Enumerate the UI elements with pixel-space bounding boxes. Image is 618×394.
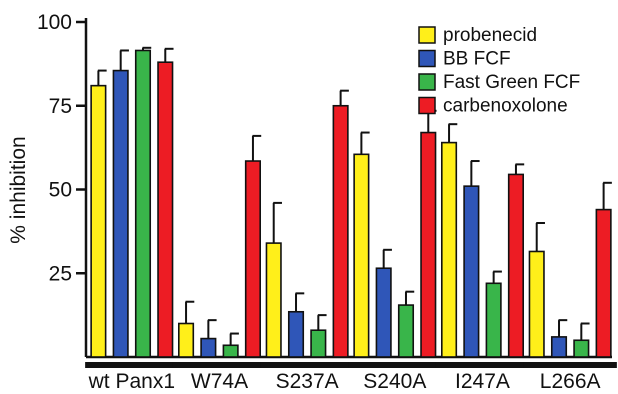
bar <box>440 141 458 358</box>
category-label: W74A <box>191 370 248 393</box>
bar <box>463 185 480 358</box>
group-underline <box>435 362 530 368</box>
bar <box>112 69 129 358</box>
bar <box>90 84 107 358</box>
bars <box>90 46 612 358</box>
bar <box>375 267 392 358</box>
bar <box>222 344 239 358</box>
bar <box>287 310 305 358</box>
group-underline <box>523 362 617 368</box>
bar <box>200 337 217 358</box>
bar <box>244 160 261 358</box>
bar <box>134 49 152 358</box>
category-label: wt Panx1 <box>88 370 175 393</box>
legend-label: Fast Green FCF <box>443 72 580 93</box>
y-tick-label: 75 <box>49 95 72 118</box>
bar <box>528 250 545 358</box>
bar <box>485 282 502 358</box>
bar <box>595 208 612 358</box>
bar <box>310 329 327 358</box>
category-label: I247A <box>455 370 510 393</box>
axes: 25 50 75 100 <box>37 11 612 359</box>
category-label: L266A <box>540 370 601 393</box>
y-axis-label: % inhibition <box>7 136 30 243</box>
legend-swatch <box>418 96 436 115</box>
bar <box>573 339 590 358</box>
legend-label: carbenoxolone <box>443 96 568 117</box>
y-tick-label: 50 <box>49 179 72 202</box>
bar <box>550 336 568 358</box>
y-tick-label: 100 <box>37 11 72 34</box>
bar <box>420 131 437 358</box>
bar <box>178 322 195 358</box>
group-underline <box>172 362 267 368</box>
legend-swatch <box>418 26 436 44</box>
bar <box>265 242 282 358</box>
legend-swatch <box>418 49 436 68</box>
x-axis-labels: wt Panx1 W74A S237A S240A I247A L266A <box>85 362 617 393</box>
group-underline <box>260 362 354 368</box>
bar <box>332 104 349 358</box>
legend-swatch <box>418 73 436 91</box>
legend-label: probenecid <box>443 25 537 46</box>
legend-label: BB FCF <box>443 49 511 70</box>
group-underline <box>85 362 179 368</box>
bar <box>157 61 174 358</box>
category-label: S237A <box>276 370 339 393</box>
bar <box>397 304 415 358</box>
category-label: S240A <box>363 370 426 393</box>
y-tick-label: 25 <box>49 262 72 285</box>
bar <box>507 173 525 358</box>
group-underline <box>348 362 442 368</box>
bar <box>353 153 370 358</box>
